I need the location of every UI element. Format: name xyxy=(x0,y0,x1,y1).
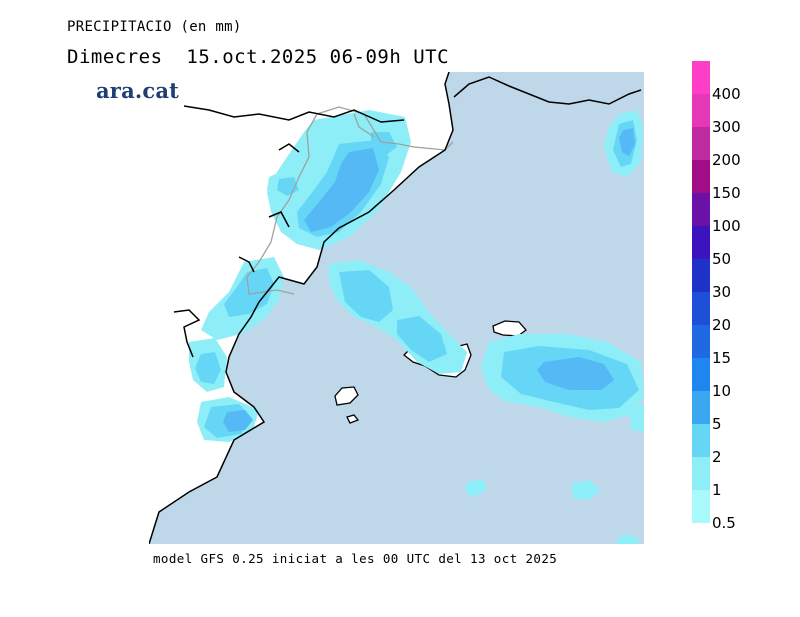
legend-swatch xyxy=(692,94,710,127)
legend-swatch xyxy=(692,193,710,226)
legend-swatch xyxy=(692,424,710,457)
legend-swatch xyxy=(692,457,710,490)
menorca-island xyxy=(492,320,527,337)
legend-swatch xyxy=(692,127,710,160)
ara-cat-logo: ara.cat xyxy=(96,78,180,103)
legend-label: 5 xyxy=(712,415,722,433)
legend-swatch xyxy=(692,226,710,259)
legend-label: 200 xyxy=(712,151,741,169)
forecast-date-time: Dimecres 15.oct.2025 06-09h UTC xyxy=(67,46,450,68)
legend-label: 400 xyxy=(712,85,741,103)
legend-label: 2 xyxy=(712,448,722,466)
legend-label: 150 xyxy=(712,184,741,202)
legend-swatch xyxy=(692,358,710,391)
eivissa-island xyxy=(334,386,359,406)
legend-swatch xyxy=(692,160,710,193)
legend-label: 15 xyxy=(712,349,732,367)
legend-label: 10 xyxy=(712,382,732,400)
legend-swatch xyxy=(692,325,710,358)
map-title: PRECIPITACIO (en mm) xyxy=(67,19,242,35)
model-run-note: model GFS 0.25 iniciat a les 00 UTC del … xyxy=(153,551,558,566)
legend-swatch xyxy=(692,292,710,325)
formentera-island xyxy=(346,414,360,424)
legend-label: 300 xyxy=(712,118,741,136)
legend-swatch xyxy=(692,391,710,424)
legend-label: 50 xyxy=(712,250,732,268)
precipitation-map xyxy=(149,72,644,544)
legend-label: 30 xyxy=(712,283,732,301)
administrative-borders xyxy=(246,106,454,295)
legend-label: 1 xyxy=(712,481,722,499)
legend-label: 100 xyxy=(712,217,741,235)
legend-label: 0.5 xyxy=(712,514,736,532)
legend-colorbar xyxy=(692,61,710,523)
legend-label: 20 xyxy=(712,316,732,334)
coastlines xyxy=(149,72,642,544)
legend-swatch xyxy=(692,61,710,94)
precipitation-heavy-areas xyxy=(223,128,635,432)
legend-swatch xyxy=(692,259,710,292)
legend-swatch xyxy=(692,490,710,523)
